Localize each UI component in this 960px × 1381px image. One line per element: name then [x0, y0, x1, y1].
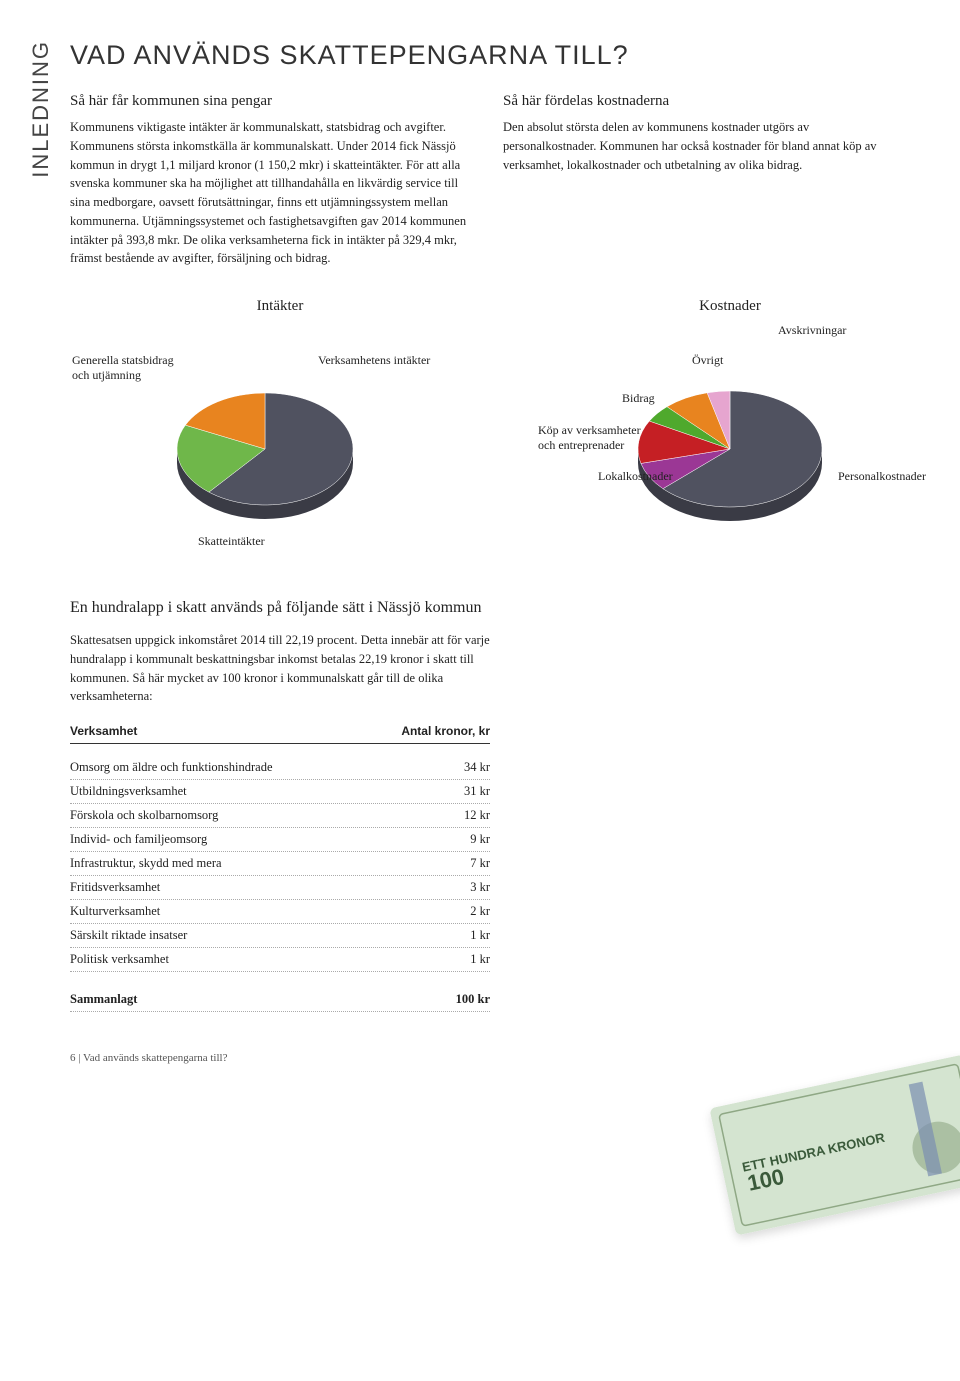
row-name: Förskola och skolbarnomsorg [70, 808, 218, 823]
table-row: Individ- och familjeomsorg 9 kr [70, 828, 490, 852]
row-name: Kulturverksamhet [70, 904, 160, 919]
row-name: Omsorg om äldre och funktionshindrade [70, 760, 273, 775]
row-name: Individ- och familjeomsorg [70, 832, 207, 847]
table-row: Särskilt riktade insatser 1 kr [70, 924, 490, 948]
section2-intro: Skattesatsen uppgick inkomståret 2014 ti… [70, 631, 490, 706]
right-heading: Så här fördelas kostnaderna [503, 93, 900, 110]
sidebar-label: INLEDNING [28, 40, 54, 178]
pie-label: Bidrag [622, 391, 655, 406]
row-val: 31 kr [464, 784, 490, 799]
table-row: Kulturverksamhet 2 kr [70, 900, 490, 924]
chart-kostnader: Kostnader Avskrivningar Övrigt Bidrag Köp a… [520, 298, 940, 549]
chart1-title: Intäkter [70, 298, 490, 315]
right-body: Den absolut största delen av kommunens k… [503, 118, 900, 174]
table-row: Förskola och skolbarnomsorg 12 kr [70, 804, 490, 828]
table-row: Utbildningsverksamhet 31 kr [70, 780, 490, 804]
table-col2: Antal kronor, kr [401, 724, 490, 738]
table-col1: Verksamhet [70, 724, 137, 738]
table-total-label: Sammanlagt [70, 992, 137, 1007]
pie-label: Avskrivningar [778, 323, 846, 338]
pie-label: Generella statsbidragoch utjämning [72, 353, 174, 383]
row-name: Utbildningsverksamhet [70, 784, 187, 799]
page-title: VAD ANVÄNDS SKATTEPENGARNA TILL? [70, 40, 900, 71]
row-val: 34 kr [464, 760, 490, 775]
pie-label: Skatteintäkter [198, 534, 265, 549]
row-name: Fritidsverksamhet [70, 880, 160, 895]
section2-heading: En hundralapp i skatt används på följand… [70, 599, 900, 617]
pie-label: Personalkostnader [838, 469, 926, 484]
chart-intakter: Intäkter Generella statsbidragoch utjämn… [70, 298, 490, 549]
banknote-image: ETT HUNDRA KRONOR 100 [709, 1054, 960, 1235]
charts-row: Intäkter Generella statsbidragoch utjämn… [70, 298, 900, 549]
left-heading: Så här får kommunen sina pengar [70, 93, 467, 110]
table-row: Omsorg om äldre och funktionshindrade 34 … [70, 756, 490, 780]
row-name: Politisk verksamhet [70, 952, 169, 967]
cost-table: Verksamhet Antal kronor, kr Omsorg om äl… [70, 724, 490, 1012]
row-val: 12 kr [464, 808, 490, 823]
row-val: 9 kr [470, 832, 490, 847]
row-val: 2 kr [470, 904, 490, 919]
chart2-title: Kostnader [520, 298, 940, 315]
left-body: Kommunens viktigaste intäkter är kommuna… [70, 118, 467, 268]
pie-label: Lokalkostnader [598, 469, 673, 484]
right-column: Så här fördelas kostnaderna Den absolut … [503, 93, 900, 268]
row-val: 3 kr [470, 880, 490, 895]
table-row: Fritidsverksamhet 3 kr [70, 876, 490, 900]
table-row: Politisk verksamhet 1 kr [70, 948, 490, 972]
table-total-val: 100 kr [456, 992, 490, 1007]
pie-label: Köp av verksamheteroch entreprenader [538, 423, 641, 453]
row-val: 1 kr [470, 952, 490, 967]
left-column: Så här får kommunen sina pengar Kommunen… [70, 93, 467, 268]
table-row: Infrastruktur, skydd med mera 7 kr [70, 852, 490, 876]
row-val: 1 kr [470, 928, 490, 943]
intro-columns: Så här får kommunen sina pengar Kommunen… [70, 93, 900, 268]
row-name: Infrastruktur, skydd med mera [70, 856, 222, 871]
row-name: Särskilt riktade insatser [70, 928, 187, 943]
pie-label: Övrigt [692, 353, 723, 368]
page-footer: 6 | Vad används skattepengarna till? [70, 1052, 900, 1064]
row-val: 7 kr [470, 856, 490, 871]
pie-label: Verksamhetens intäkter [318, 353, 430, 368]
